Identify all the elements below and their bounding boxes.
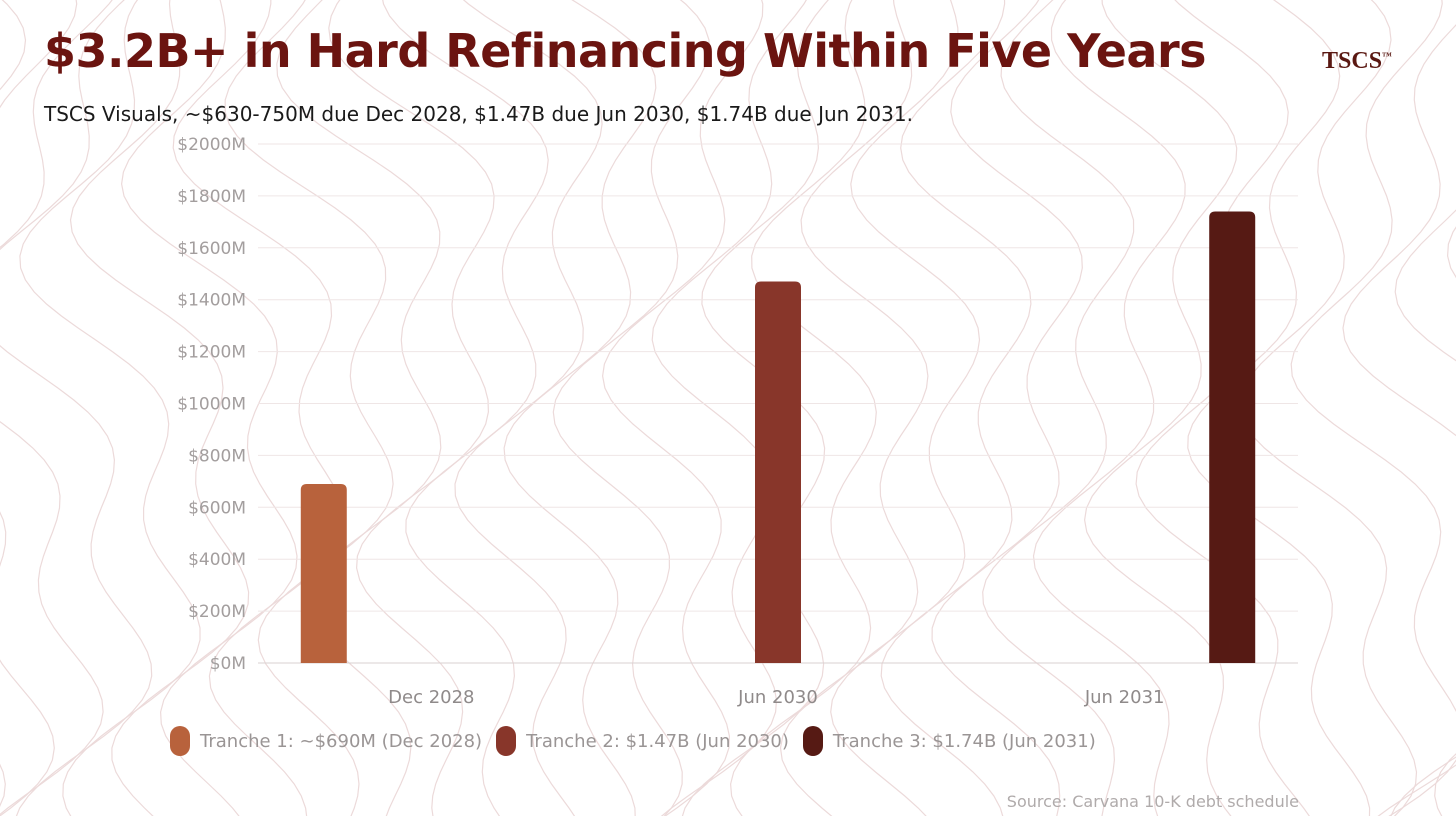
legend-swatch (170, 726, 190, 756)
contour-line (1135, 0, 1311, 816)
y-tick-label: $2000M (177, 135, 246, 155)
legend-item-3: Tranche 3: $1.74B (Jun 2031) (802, 726, 1096, 756)
page-subtitle: TSCS Visuals, ~$630-750M due Dec 2028, $… (44, 102, 913, 126)
contour-line (172, 0, 346, 816)
y-tick-label: $800M (188, 446, 246, 466)
legend-swatch (496, 726, 517, 756)
grid-lines (258, 143, 1298, 664)
legend-label: Tranche 2: $1.47B (Jun 2030) (526, 730, 789, 752)
contour-line (651, 0, 807, 816)
contour-line (601, 0, 764, 816)
contour-line (681, 0, 829, 816)
contour-line (224, 0, 394, 816)
contour-line (830, 0, 981, 816)
page-title: $3.2B+ in Hard Refinancing Within Five Y… (44, 24, 1207, 78)
contour-line (982, 0, 1135, 816)
contour-line (880, 0, 1032, 816)
x-tick-label: Dec 2028 (388, 687, 474, 708)
bar-1 (300, 483, 347, 663)
legend-item-1: Tranche 1: ~$690M (Dec 2028) (170, 726, 482, 756)
contour-line (0, 0, 113, 816)
bar-series (300, 211, 1256, 663)
brand-logo: TSCS™ (1322, 48, 1392, 75)
y-tick-label: $1200M (177, 343, 246, 363)
x-tick-label: Jun 2030 (737, 687, 818, 708)
y-tick-label: $400M (188, 550, 246, 570)
contour-line (1032, 0, 1186, 816)
y-tick-label: $200M (188, 602, 246, 622)
y-tick-label: $600M (188, 498, 246, 518)
y-tick-label: $1400M (177, 291, 246, 311)
y-tick-label: $1000M (177, 395, 246, 415)
bar-3 (1209, 211, 1256, 663)
y-tick-label: $0M (210, 654, 246, 674)
contour-line (0, 0, 78, 816)
contour-line (1290, 0, 1456, 816)
x-tick-label: Jun 2031 (1084, 687, 1165, 708)
contour-line (382, 0, 549, 816)
contour-line (779, 0, 929, 816)
contour-line (276, 0, 442, 816)
bar-2 (755, 281, 801, 663)
legend-item-2: Tranche 2: $1.47B (Jun 2030) (496, 726, 789, 756)
contour-line (19, 0, 201, 816)
contour-line (69, 0, 250, 816)
y-axis: $0M $200M $400M $600M $800M $1000M $1200M $1400… (177, 135, 246, 674)
y-tick-label: $1800M (177, 187, 246, 207)
contour-line (454, 0, 603, 816)
contour-line (931, 0, 1083, 816)
chart-legend: Tranche 1: ~$690M (Dec 2028) Tranche 2: $… (170, 726, 1110, 756)
brand-logo-text: TSCS (1322, 48, 1383, 74)
contour-line (1083, 0, 1238, 816)
x-axis: Dec 2028 Jun 2030 Jun 2031 (388, 687, 1164, 708)
contour-line (1342, 24, 1456, 816)
contour-line (729, 0, 877, 816)
trademark-mark: ™ (1382, 51, 1393, 62)
legend-label: Tranche 1: ~$690M (Dec 2028) (200, 730, 483, 752)
contour-line (328, 0, 495, 816)
contour-line (1187, 0, 1371, 816)
contour-line (120, 0, 298, 816)
legend-swatch (802, 726, 823, 756)
contour-line (0, 0, 153, 816)
source-note: Source: Carvana 10-K debt schedule (1006, 792, 1299, 811)
contour-line (552, 0, 710, 816)
y-tick-label: $1600M (177, 239, 246, 259)
contour-line (503, 0, 657, 816)
legend-label: Tranche 3: $1.74B (Jun 2031) (832, 730, 1096, 752)
